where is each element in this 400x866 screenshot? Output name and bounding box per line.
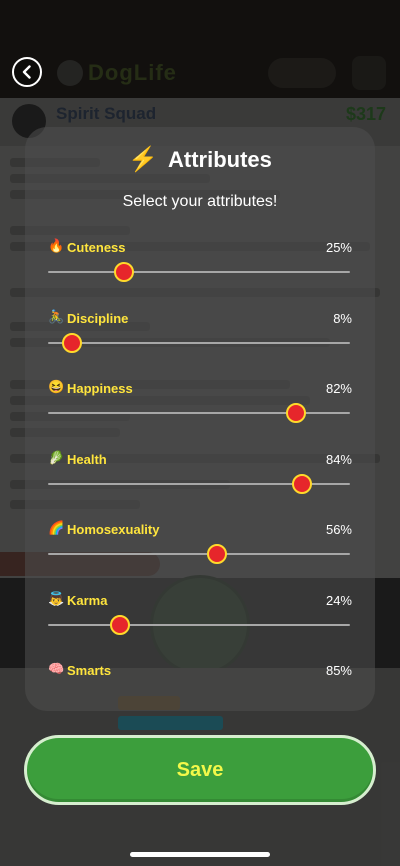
attribute-row-cuteness: 🔥 Cuteness 25% <box>48 238 352 300</box>
attribute-value: 82% <box>325 381 352 396</box>
health-slider[interactable] <box>48 474 350 494</box>
attribute-value: 24% <box>325 593 352 608</box>
cuteness-slider[interactable] <box>48 262 350 282</box>
slider-thumb[interactable] <box>110 615 131 635</box>
slider-track <box>48 342 350 344</box>
slider-thumb[interactable] <box>291 474 312 494</box>
slider-track <box>48 271 350 273</box>
attribute-value: 25% <box>325 240 352 255</box>
chevron-left-icon <box>22 65 31 79</box>
background-stat-bar <box>118 716 223 730</box>
cyclist-icon: 🚴 <box>48 309 65 324</box>
attribute-row-health: 🥬 Health 84% <box>48 450 352 512</box>
background-name: Spirit Squad <box>56 104 157 123</box>
attribute-label: Cuteness <box>67 240 126 255</box>
attribute-label: Homosexuality <box>67 522 160 537</box>
attribute-value: 8% <box>333 311 352 326</box>
attribute-label: Health <box>67 452 107 467</box>
brain-icon: 🧠 <box>48 661 65 676</box>
attribute-label: Smarts <box>67 663 112 678</box>
slider-track <box>48 553 350 555</box>
attributes-modal <box>25 127 375 711</box>
angel-icon: 👼 <box>48 591 65 606</box>
happiness-slider[interactable] <box>48 403 350 423</box>
modal-title: Attributes <box>168 146 272 172</box>
fire-icon: 🔥 <box>48 238 65 253</box>
slider-track <box>48 624 350 626</box>
karma-slider[interactable] <box>48 615 350 635</box>
attribute-value: 56% <box>325 522 352 537</box>
slider-thumb[interactable] <box>285 403 306 423</box>
slider-thumb[interactable] <box>207 544 228 564</box>
slider-track <box>48 412 350 414</box>
attribute-value: 84% <box>325 452 352 467</box>
attribute-row-happiness: 😆 Happiness 82% <box>48 379 352 441</box>
paw-logo-icon <box>57 60 83 86</box>
top-dog-badge <box>352 56 386 90</box>
home-indicator <box>130 852 270 857</box>
leafy-greens-icon: 🥬 <box>48 450 65 465</box>
attribute-value: 85% <box>325 663 352 678</box>
back-button[interactable] <box>12 57 42 87</box>
grinning-face-icon: 😆 <box>48 379 65 394</box>
save-button-label: Save <box>176 758 224 781</box>
lightning-icon: ⚡ <box>128 146 158 173</box>
save-button[interactable]: Save <box>24 735 376 805</box>
modal-title-row: ⚡ Attributes <box>0 145 400 174</box>
attribute-label: Happiness <box>67 381 133 396</box>
background-money: $317 <box>345 104 386 124</box>
attribute-row-homosexuality: 🌈 Homosexuality 56% <box>48 520 352 582</box>
attribute-label: Karma <box>67 593 108 608</box>
attribute-row-karma: 👼 Karma 24% <box>48 591 352 653</box>
app-logo: DogLife <box>88 60 177 85</box>
attribute-label: Discipline <box>67 311 129 326</box>
attribute-row-discipline: 🚴 Discipline 8% <box>48 309 352 371</box>
slider-track <box>48 483 350 485</box>
modal-subtitle: Select your attributes! <box>122 193 278 210</box>
slider-thumb[interactable] <box>113 262 134 282</box>
attribute-row-smarts: 🧠 Smarts 85% <box>48 661 352 685</box>
slider-thumb[interactable] <box>62 333 83 353</box>
rainbow-icon: 🌈 <box>48 520 65 535</box>
discipline-slider[interactable] <box>48 333 350 353</box>
homosexuality-slider[interactable] <box>48 544 350 564</box>
trophy-badge <box>268 58 336 88</box>
